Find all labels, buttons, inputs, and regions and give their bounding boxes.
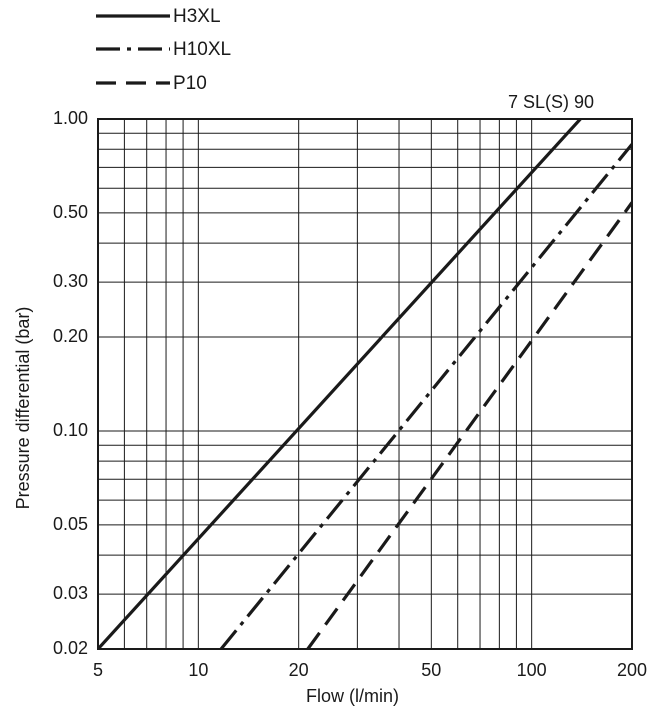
y-tick-label: 0.50 [52, 201, 88, 222]
y-tick-label: 0.02 [52, 638, 88, 658]
x-tick-label: 50 [421, 660, 442, 680]
y-tick-label: 1.00 [52, 108, 88, 128]
x-tick-label: 100 [516, 660, 547, 680]
y-tick-label: 0.05 [52, 513, 88, 534]
series-line-p10 [306, 201, 632, 649]
series-line-h10xl [219, 143, 632, 649]
x-tick-label: 5 [92, 660, 103, 680]
y-tick-label: 0.03 [52, 583, 88, 604]
series-line-h3xl [98, 119, 582, 649]
x-tick-label: 200 [616, 660, 648, 680]
y-axis-title: Pressure differential (bar) [13, 306, 33, 510]
x-tick-label: 20 [288, 660, 309, 680]
x-tick-label: 10 [188, 660, 209, 680]
plot-frame [97, 118, 633, 650]
y-tick-label: 0.20 [52, 326, 88, 347]
legend-label-p10: P10 [173, 73, 207, 94]
x-axis-title: Flow (l/min) [306, 686, 399, 706]
model-label: 7 SL(S) 90 [508, 92, 595, 112]
y-tick-label: 0.10 [52, 419, 88, 440]
legend-label-h3xl: H3XL [173, 6, 221, 27]
legend-label-h10xl: H10XL [173, 39, 232, 60]
y-tick-label: 0.30 [52, 271, 88, 292]
